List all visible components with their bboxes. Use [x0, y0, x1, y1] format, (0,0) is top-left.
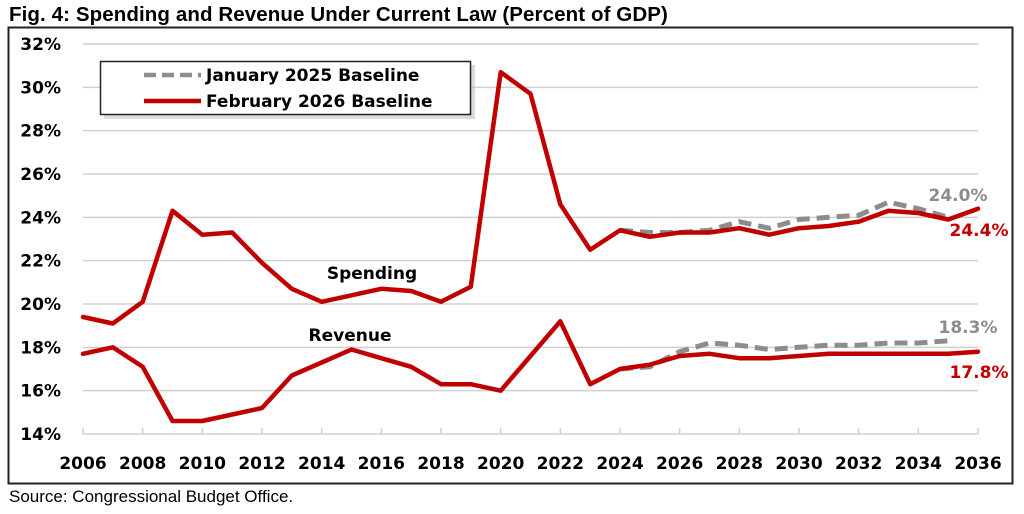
- series-line-revenue-january-2025-baseline: [619, 338, 949, 372]
- y-tick-label: 32%: [20, 35, 61, 55]
- x-tick-label: 2022: [537, 454, 584, 474]
- series-line-spending-january-2025-baseline: [619, 199, 949, 235]
- x-tick-label: 2020: [477, 454, 524, 474]
- revenue-feb-2026-end-label: 17.8%: [950, 363, 1009, 383]
- y-tick-label: 26%: [20, 165, 61, 185]
- legend-label-jan-2025: January 2025 Baseline: [205, 66, 419, 86]
- source-note: Source: Congressional Budget Office.: [9, 487, 294, 506]
- x-tick-label: 2032: [835, 454, 882, 474]
- x-tick-label: 2006: [59, 454, 106, 474]
- legend-label-feb-2026: February 2026 Baseline: [206, 92, 433, 112]
- y-tick-label: 30%: [20, 78, 61, 98]
- revenue-label: Revenue: [309, 326, 392, 346]
- x-tick-label: 2028: [716, 454, 763, 474]
- y-tick-label: 28%: [20, 122, 61, 142]
- spending-label: Spending: [327, 264, 417, 284]
- legend-box: [99, 60, 472, 116]
- y-tick-label: 22%: [20, 252, 61, 272]
- series-lines: [80, 69, 981, 424]
- x-tick-label: 2034: [895, 454, 942, 474]
- gridlines: [83, 43, 978, 435]
- series-line-revenue-february-2026-baseline: [80, 319, 981, 424]
- legend: January 2025 Baseline February 2026 Base…: [99, 60, 475, 119]
- y-axis: 14% 16% 18% 20% 22% 24% 26% 28% 30% 32%: [20, 35, 61, 445]
- revenue-jan-2025-end-label: 18.3%: [939, 318, 998, 338]
- y-tick-label: 20%: [20, 295, 61, 315]
- spending-feb-2026-end-label: 24.4%: [950, 221, 1009, 241]
- spending-jan-2025-end-label: 24.0%: [929, 186, 988, 206]
- x-tick-label: 2024: [596, 454, 643, 474]
- x-tick-label: 2036: [954, 454, 1001, 474]
- series-line-spending-february-2026-baseline: [80, 69, 981, 326]
- y-tick-label: 14%: [20, 425, 61, 445]
- x-axis: 2006 2008 2010 2012 2014 2016 2018 2020 2022 2024…: [59, 428, 1002, 474]
- x-tick-label: 2008: [119, 454, 166, 474]
- x-tick-label: 2012: [238, 454, 285, 474]
- figure-title: Fig. 4: Spending and Revenue Under Curre…: [9, 3, 668, 26]
- x-tick-label: 2016: [358, 454, 405, 474]
- y-tick-label: 24%: [20, 208, 61, 228]
- x-tick-label: 2026: [656, 454, 703, 474]
- x-tick-label: 2018: [417, 454, 464, 474]
- y-tick-label: 18%: [20, 338, 61, 358]
- y-tick-label: 16%: [20, 382, 61, 402]
- x-tick-label: 2030: [775, 454, 822, 474]
- x-tick-label: 2010: [179, 454, 226, 474]
- x-tick-label: 2014: [298, 454, 345, 474]
